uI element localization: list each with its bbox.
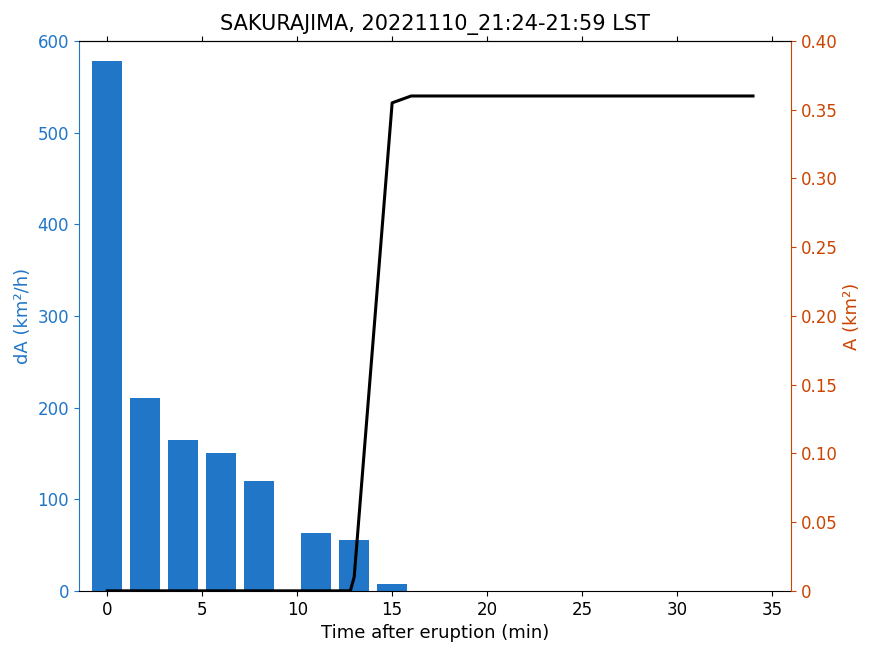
Bar: [339, 541, 369, 591]
Y-axis label: A (km²): A (km²): [844, 282, 861, 350]
Bar: [244, 481, 275, 591]
Bar: [92, 61, 123, 591]
Bar: [377, 584, 408, 591]
X-axis label: Time after eruption (min): Time after eruption (min): [321, 624, 549, 642]
Title: SAKURAJIMA, 20221110_21:24-21:59 LST: SAKURAJIMA, 20221110_21:24-21:59 LST: [220, 14, 650, 35]
Bar: [130, 398, 160, 591]
Bar: [168, 440, 199, 591]
Bar: [301, 533, 332, 591]
Bar: [206, 453, 236, 591]
Y-axis label: dA (km²/h): dA (km²/h): [14, 268, 31, 364]
